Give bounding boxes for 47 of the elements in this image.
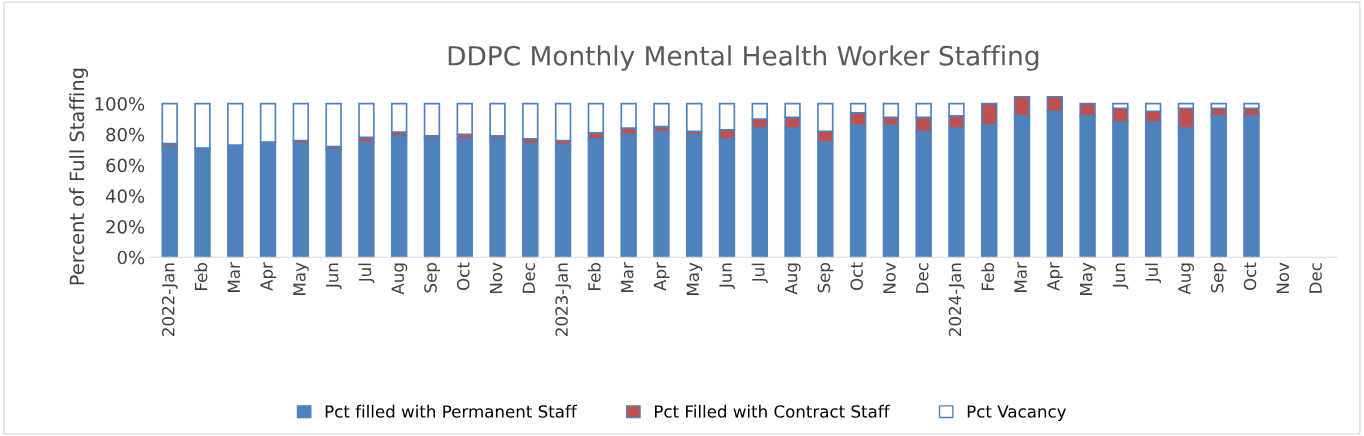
legend-label: Pct Vacancy [967, 405, 1067, 421]
legend-label: Pct filled with Permanent Staff [325, 404, 578, 418]
y-tick-label: 0% [117, 250, 145, 265]
y-axis-title: Percent of Full Staffing [69, 68, 88, 285]
x-tick-label: Mar [621, 262, 634, 292]
x-tick-label: Jun [1112, 263, 1129, 289]
y-tick-label: 100% [95, 97, 145, 111]
x-tick-label: Oct [1243, 262, 1257, 290]
x-tick-label: Sep [424, 263, 441, 293]
legend-label: Pct Filled with Contract Staff [655, 404, 890, 418]
x-tick-label: Mar [1014, 262, 1027, 292]
y-tick-label: 80% [106, 127, 145, 142]
x-tick-label: Feb [194, 263, 208, 290]
x-tick-label: Dec [522, 263, 536, 293]
x-tick-label: Feb [587, 263, 601, 290]
x-tick-label: May [293, 262, 309, 295]
x-tick-label: Dec [1309, 263, 1322, 293]
x-tick-label: Dec [916, 263, 929, 293]
x-tick-label: Mar [227, 262, 241, 292]
x-tick-label: May [686, 262, 703, 295]
x-tick-label: Oct [456, 262, 470, 290]
x-tick-label: Apr [653, 262, 670, 291]
x-tick-label: Jul [1145, 263, 1162, 284]
x-tick-label: Apr [260, 262, 277, 291]
x-tick-label: Nov [1276, 262, 1290, 293]
y-tick-label: 60% [106, 158, 145, 173]
x-tick-label: Oct [850, 262, 863, 290]
x-tick-label: Nov [883, 262, 896, 293]
x-tick-label: Sep [1210, 263, 1227, 293]
x-tick-label: Apr [1047, 262, 1063, 291]
x-tick-label: Sep [817, 263, 834, 293]
x-tick-label: Jun [719, 263, 735, 289]
y-tick-label: 40% [105, 189, 145, 203]
x-tick-label: May [1080, 262, 1096, 295]
x-tick-label: Jul [358, 263, 375, 284]
x-tick-label: 2022-Jan [161, 263, 178, 336]
x-tick-label: 2023-Jan [555, 263, 572, 336]
chart-title: DDPC Monthly Mental Health Worker Staffing [448, 45, 1039, 71]
x-tick-label: Jun [326, 263, 342, 289]
x-tick-label: 2024-Jan [948, 263, 965, 336]
x-tick-label: Aug [1178, 263, 1194, 295]
x-tick-label: Aug [785, 263, 801, 295]
x-tick-label: Aug [391, 263, 408, 295]
x-tick-label: Nov [489, 262, 503, 293]
y-tick-label: 20% [106, 219, 145, 234]
x-tick-label: Jul [751, 263, 768, 284]
x-tick-label: Feb [981, 263, 995, 290]
